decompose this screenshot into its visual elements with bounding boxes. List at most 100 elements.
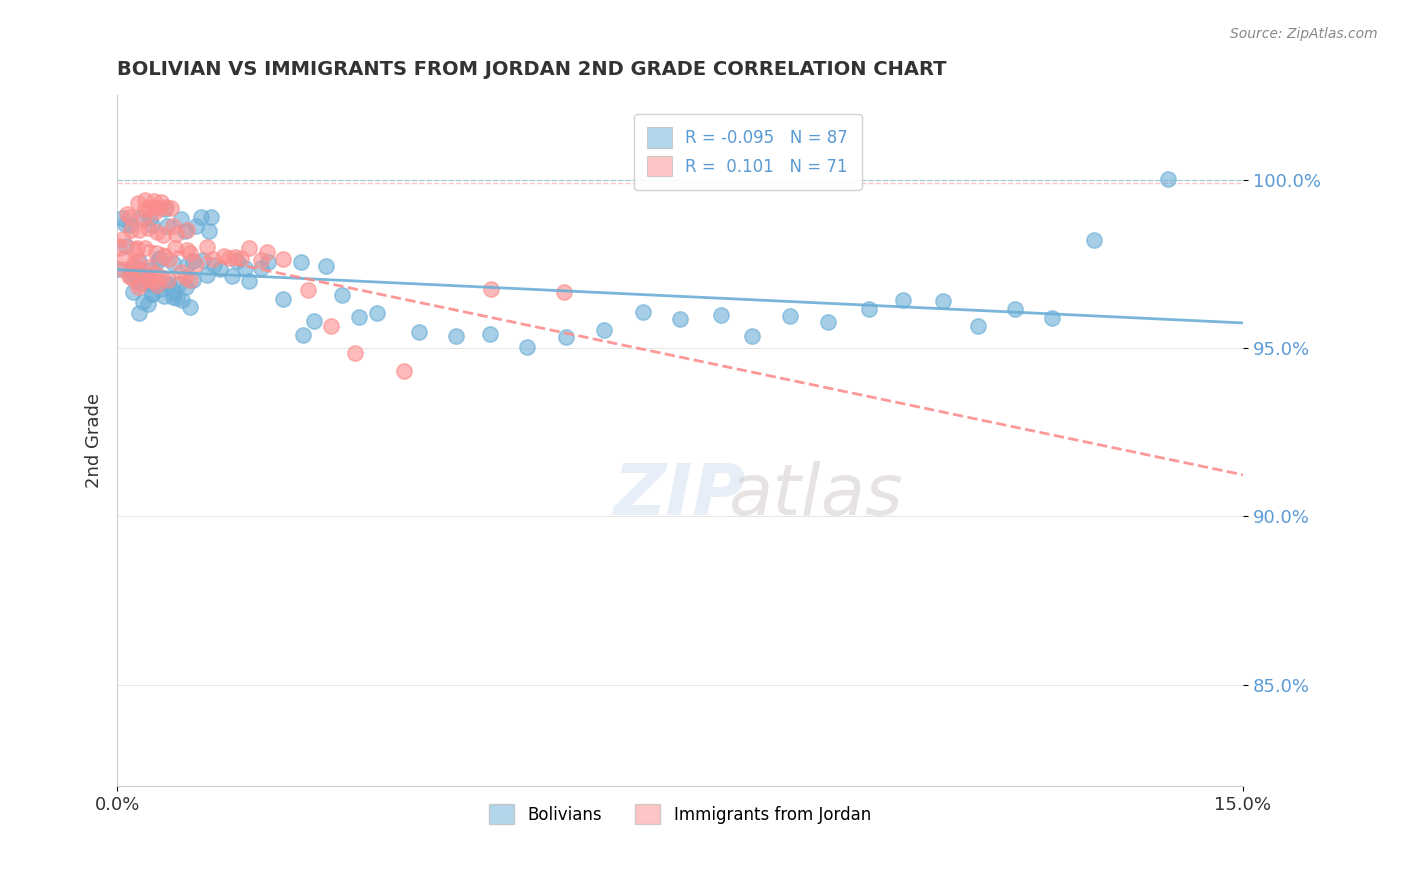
Point [218, 251, 240, 265]
Point [157, 252, 180, 266]
Point [202, 252, 225, 266]
Point [153, 277, 176, 291]
Point [176, 223, 198, 237]
Point [124, 244, 146, 259]
Point [408, 325, 430, 339]
Point [127, 195, 149, 210]
Point [162, 219, 184, 233]
Point [112, 251, 135, 265]
Point [108, 241, 131, 255]
Point [166, 291, 188, 305]
Point [125, 254, 148, 268]
Point [111, 211, 134, 225]
Point [250, 252, 273, 267]
Point [136, 221, 159, 235]
Point [302, 314, 325, 328]
Point [197, 268, 219, 283]
Point [181, 254, 204, 268]
Point [176, 243, 198, 257]
Point [163, 241, 186, 255]
Point [143, 205, 166, 219]
Point [198, 224, 221, 238]
Point [138, 260, 160, 275]
Point [162, 289, 184, 303]
Point [120, 268, 142, 283]
Text: ZIP: ZIP [614, 461, 747, 531]
Point [118, 218, 141, 232]
Point [256, 244, 278, 259]
Point [170, 212, 193, 227]
Point [184, 219, 207, 233]
Point [121, 259, 143, 273]
Point [134, 241, 156, 255]
Point [893, 293, 915, 307]
Point [160, 201, 183, 215]
Point [221, 268, 243, 283]
Point [170, 293, 193, 307]
Point [153, 202, 176, 216]
Point [179, 300, 201, 314]
Point [156, 273, 179, 287]
Point [173, 224, 195, 238]
Point [118, 210, 141, 224]
Point [114, 218, 136, 232]
Point [195, 240, 218, 254]
Point [129, 277, 152, 291]
Point [136, 269, 159, 284]
Point [118, 268, 141, 283]
Point [156, 219, 179, 233]
Point [297, 283, 319, 297]
Point [817, 315, 839, 329]
Point [238, 241, 260, 255]
Point [127, 241, 149, 255]
Point [143, 266, 166, 280]
Point [121, 265, 143, 279]
Point [148, 251, 170, 265]
Point [238, 274, 260, 288]
Point [179, 273, 201, 287]
Point [155, 200, 177, 214]
Point [1042, 311, 1064, 326]
Point [134, 193, 156, 207]
Point [135, 276, 157, 290]
Point [233, 260, 256, 275]
Point [128, 253, 150, 268]
Point [141, 287, 163, 301]
Point [516, 340, 538, 354]
Point [131, 277, 153, 291]
Point [149, 270, 172, 285]
Point [141, 287, 163, 301]
Point [191, 252, 214, 267]
Point [319, 319, 342, 334]
Point [134, 202, 156, 216]
Point [115, 206, 138, 220]
Point [136, 297, 159, 311]
Point [212, 249, 235, 263]
Point [111, 232, 134, 246]
Point [741, 329, 763, 343]
Point [200, 210, 222, 224]
Point [146, 254, 169, 268]
Point [315, 260, 337, 274]
Point [1004, 301, 1026, 316]
Point [174, 280, 197, 294]
Point [165, 227, 187, 242]
Point [149, 282, 172, 296]
Point [153, 250, 176, 264]
Point [145, 246, 167, 260]
Point [366, 306, 388, 320]
Point [132, 294, 155, 309]
Point [169, 265, 191, 279]
Point [858, 301, 880, 316]
Point [121, 262, 143, 277]
Point [141, 277, 163, 291]
Point [553, 285, 575, 299]
Point [271, 252, 294, 266]
Point [555, 329, 578, 343]
Point [181, 273, 204, 287]
Point [153, 289, 176, 303]
Point [931, 294, 953, 309]
Point [593, 323, 616, 337]
Point [186, 257, 208, 271]
Point [121, 270, 143, 285]
